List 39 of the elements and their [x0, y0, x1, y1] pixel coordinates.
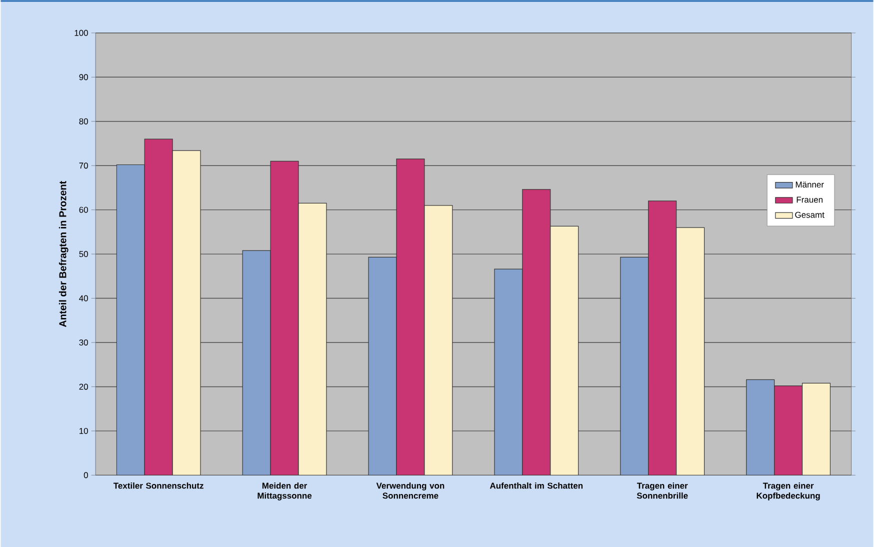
- bar: [746, 379, 775, 476]
- y-tick-label: 10: [80, 428, 88, 434]
- bar: [368, 256, 397, 476]
- bar: [116, 164, 145, 476]
- bar: [494, 269, 522, 476]
- bar: [550, 226, 578, 476]
- bar: [676, 227, 705, 476]
- legend-label: Frauen: [796, 196, 823, 203]
- bar: [522, 189, 550, 476]
- y-tick-label: 20: [79, 384, 88, 390]
- y-tick-label: 40: [79, 295, 88, 302]
- x-tick-label: Meiden der Mittagssonne: [258, 482, 312, 500]
- bar: [802, 382, 831, 476]
- y-tick-label: 80: [79, 118, 88, 124]
- x-tick-label: Tragen einer Sonnenbrille: [636, 482, 688, 499]
- y-tick-label: 90: [79, 74, 88, 80]
- x-tick-label: Verwendung von Sonnencreme: [376, 482, 444, 499]
- x-tick-label: Aufenthalt im Schatten: [490, 482, 583, 489]
- y-tick-label: 70: [79, 162, 88, 169]
- bar: [774, 386, 803, 476]
- bar: [270, 160, 299, 476]
- legend-label: Männer: [796, 182, 824, 188]
- y-axis-title: Anteil der Befragten in Prozent: [58, 180, 68, 328]
- bar: [396, 158, 425, 476]
- bar: [144, 138, 173, 476]
- bar: [242, 250, 271, 476]
- bar: [424, 205, 453, 476]
- x-tick-label: Textiler Sonnenschutz: [113, 482, 204, 489]
- y-tick-label: 30: [79, 339, 88, 346]
- y-tick-label: 100: [74, 30, 88, 36]
- bar: [172, 150, 201, 476]
- y-tick-label: 60: [79, 206, 88, 213]
- bar: [620, 256, 649, 476]
- x-tick-label: Tragen einer Kopfbedeckung: [756, 482, 820, 500]
- y-tick-label: 50: [79, 251, 88, 258]
- y-tick-label: 0: [84, 472, 88, 478]
- legend-label: Gesamt: [795, 212, 824, 218]
- bar: [298, 202, 327, 476]
- bar: [648, 200, 677, 476]
